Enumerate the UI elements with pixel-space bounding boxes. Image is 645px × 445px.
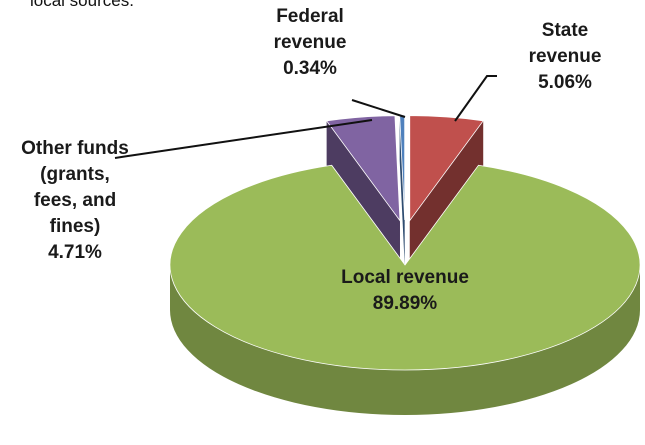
leader-line: [114, 119, 373, 159]
slice-side: [170, 265, 640, 415]
slice-label: Other funds (grants, fees, and fines) 4.…: [20, 136, 130, 266]
value-label: 5.06%: [538, 72, 592, 93]
slice: [325, 115, 401, 222]
slice-side: [399, 115, 405, 266]
slice-side: [326, 120, 400, 266]
slice-label: Local revenue 89.89%: [330, 265, 480, 317]
category-label: State revenue: [528, 20, 602, 67]
slice: [409, 115, 484, 222]
slice: [169, 164, 641, 371]
category-label: Federal revenue: [273, 6, 347, 53]
leader-line: [454, 75, 497, 122]
value-label: 0.34%: [283, 58, 337, 79]
slice-side: [409, 120, 484, 266]
category-label: Other funds (grants, fees, and fines): [21, 138, 129, 237]
caption: local sources.: [30, 0, 134, 10]
leader-line: [351, 99, 406, 118]
category-label: Local revenue: [341, 267, 469, 288]
slice-label: State revenue 5.06%: [510, 18, 620, 96]
slice-label: Federal revenue 0.34%: [255, 4, 365, 82]
value-label: 89.89%: [372, 293, 438, 314]
value-label: 4.71%: [48, 242, 102, 263]
